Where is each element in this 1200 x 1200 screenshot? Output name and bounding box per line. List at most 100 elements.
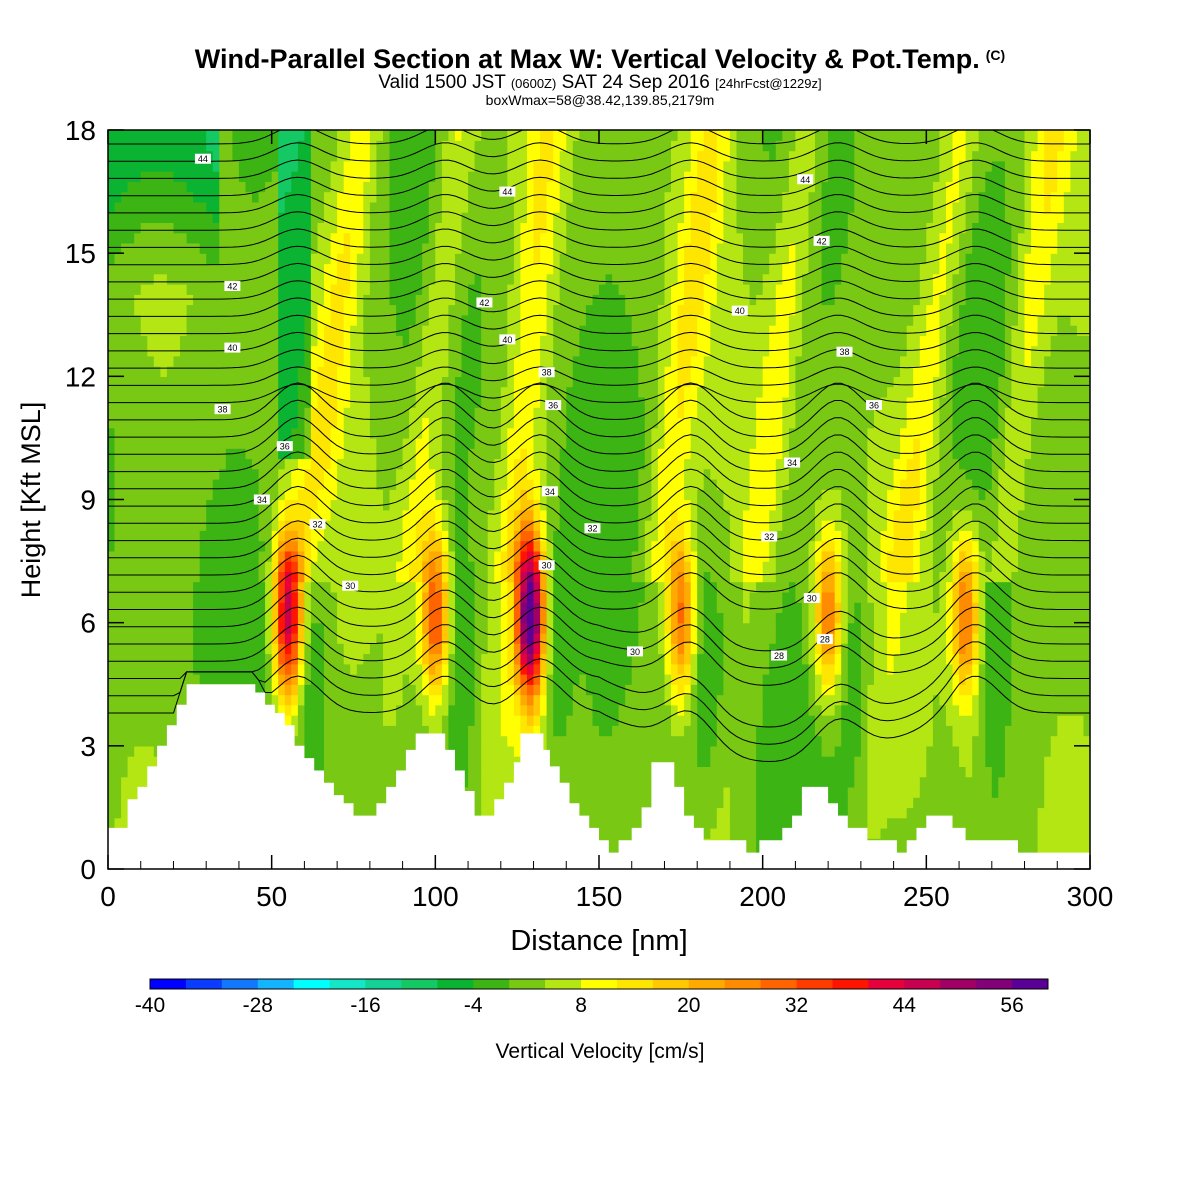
velocity-cell xyxy=(507,212,515,223)
velocity-cell xyxy=(284,335,292,347)
velocity-cell xyxy=(540,314,548,326)
velocity-cell xyxy=(402,684,410,696)
velocity-cell xyxy=(376,704,384,716)
velocity-cell xyxy=(461,437,469,449)
velocity-cell xyxy=(310,581,318,593)
velocity-cell xyxy=(166,643,174,655)
velocity-cell xyxy=(232,427,240,439)
velocity-cell xyxy=(225,325,233,336)
velocity-cell xyxy=(507,222,515,234)
velocity-cell xyxy=(455,458,463,470)
velocity-cell xyxy=(520,263,528,275)
velocity-cell xyxy=(317,499,325,511)
velocity-cell xyxy=(186,581,194,593)
velocity-cell xyxy=(520,448,528,460)
velocity-cell xyxy=(330,366,338,377)
velocity-cell xyxy=(383,140,391,152)
velocity-cell xyxy=(461,201,469,213)
velocity-cell xyxy=(278,704,286,716)
velocity-cell xyxy=(265,386,273,398)
velocity-cell xyxy=(533,253,541,265)
velocity-cell xyxy=(474,232,482,244)
velocity-cell xyxy=(363,550,371,562)
velocity-cell xyxy=(304,581,312,593)
velocity-cell xyxy=(389,540,397,552)
velocity-cell xyxy=(383,191,391,203)
velocity-cell xyxy=(461,171,469,182)
velocity-cell xyxy=(153,212,161,223)
velocity-cell xyxy=(108,612,116,624)
velocity-cell xyxy=(114,499,122,511)
velocity-cell xyxy=(415,253,423,265)
velocity-cell xyxy=(219,325,227,336)
velocity-cell xyxy=(356,232,364,244)
velocity-cell xyxy=(238,386,246,398)
velocity-cell xyxy=(121,181,129,193)
velocity-cell xyxy=(310,212,318,223)
velocity-cell xyxy=(330,253,338,265)
velocity-cell xyxy=(507,766,515,778)
velocity-cell xyxy=(134,355,142,367)
velocity-cell xyxy=(389,191,397,203)
velocity-cell xyxy=(193,612,201,624)
velocity-cell xyxy=(461,571,469,583)
velocity-cell xyxy=(350,591,358,603)
velocity-cell xyxy=(304,335,312,347)
velocity-cell xyxy=(310,479,318,490)
velocity-cell xyxy=(409,232,417,244)
velocity-cell xyxy=(324,437,332,449)
velocity-cell xyxy=(356,325,364,336)
velocity-cell xyxy=(252,253,260,265)
velocity-cell xyxy=(553,314,561,326)
velocity-cell xyxy=(238,427,246,439)
velocity-cell xyxy=(428,509,436,521)
velocity-cell xyxy=(127,766,135,778)
velocity-cell xyxy=(147,407,155,418)
velocity-cell xyxy=(559,694,567,706)
velocity-cell xyxy=(278,366,286,377)
velocity-cell xyxy=(127,150,135,162)
velocity-cell xyxy=(343,663,351,675)
velocity-cell xyxy=(219,263,227,275)
velocity-cell xyxy=(343,745,351,757)
velocity-cell xyxy=(219,314,227,326)
velocity-cell xyxy=(513,407,521,418)
velocity-cell xyxy=(297,561,305,572)
velocity-cell xyxy=(324,294,332,306)
velocity-cell xyxy=(232,468,240,480)
velocity-cell xyxy=(448,694,456,706)
velocity-cell xyxy=(212,376,220,388)
velocity-cell xyxy=(507,694,515,706)
velocity-cell xyxy=(553,745,561,757)
velocity-cell xyxy=(435,725,443,737)
velocity-cell xyxy=(369,160,377,172)
velocity-cell xyxy=(350,550,358,562)
velocity-cell xyxy=(232,366,240,377)
velocity-cell xyxy=(199,530,207,542)
velocity-cell xyxy=(527,612,535,624)
velocity-cell xyxy=(173,263,181,275)
velocity-cell xyxy=(422,520,430,531)
velocity-cell xyxy=(350,140,358,152)
velocity-cell xyxy=(271,242,279,254)
velocity-cell xyxy=(265,253,273,265)
velocity-cell xyxy=(114,325,122,336)
velocity-cell xyxy=(324,212,332,223)
velocity-cell xyxy=(546,745,554,757)
velocity-cell xyxy=(448,468,456,480)
velocity-cell xyxy=(540,417,548,429)
velocity-cell xyxy=(520,345,528,357)
velocity-cell xyxy=(546,448,554,460)
velocity-cell xyxy=(487,314,495,326)
velocity-cell xyxy=(415,222,423,234)
velocity-cell xyxy=(468,694,476,706)
velocity-cell xyxy=(134,181,142,193)
velocity-cell xyxy=(383,674,391,685)
velocity-cell xyxy=(520,520,528,531)
velocity-cell xyxy=(121,561,129,572)
velocity-cell xyxy=(520,458,528,470)
velocity-cell xyxy=(520,232,528,244)
velocity-cell xyxy=(507,366,515,377)
velocity-cell xyxy=(468,674,476,685)
velocity-cell xyxy=(291,201,299,213)
